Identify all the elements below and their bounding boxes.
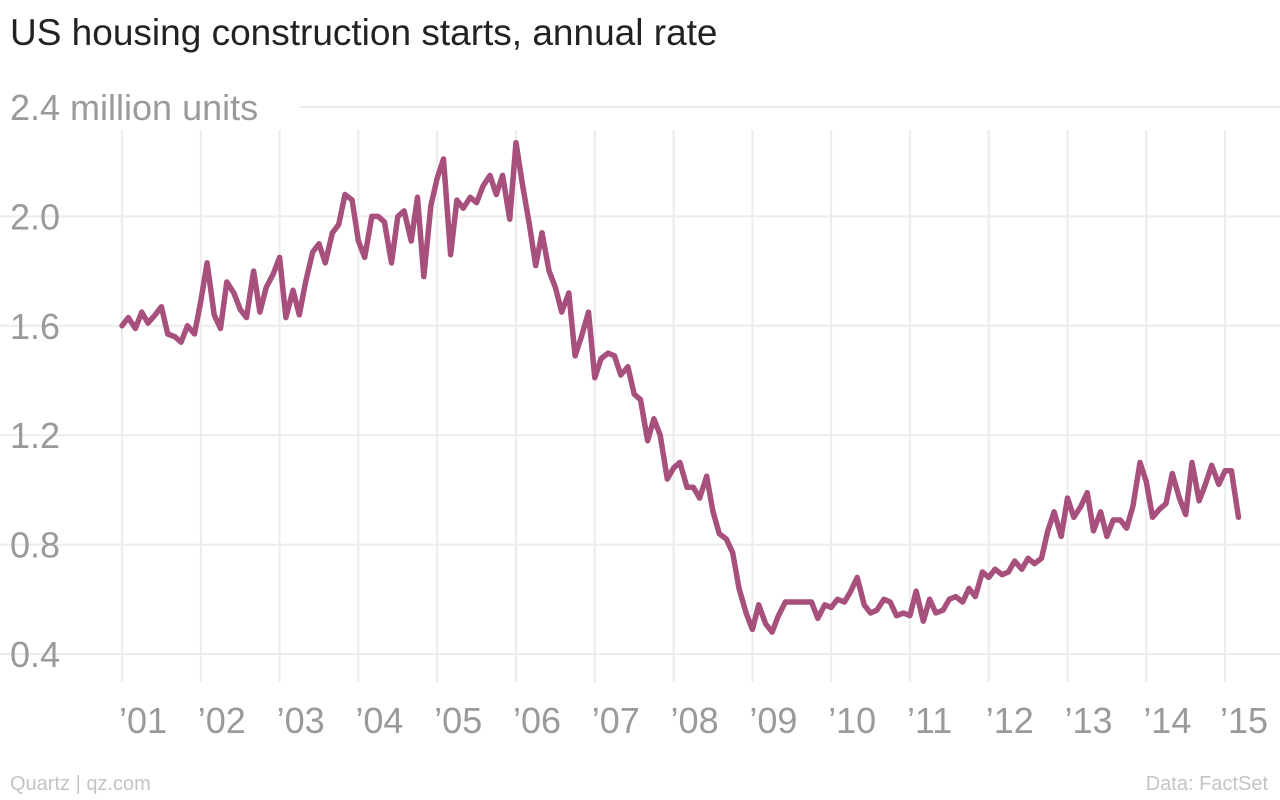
series-line xyxy=(119,139,1242,635)
y-tick-label: 0.4 xyxy=(10,634,60,675)
x-tick-label: ’15 xyxy=(1220,700,1268,741)
footer-source: Quartz | qz.com xyxy=(10,773,151,795)
y-tick-label: 2.4 million units xyxy=(10,87,258,128)
chart-title: US housing construction starts, annual r… xyxy=(10,12,718,53)
x-tick-label: ’07 xyxy=(592,700,640,741)
x-tick-label: ’09 xyxy=(749,700,797,741)
x-tick-label: ’03 xyxy=(277,700,325,741)
grid-layer xyxy=(0,106,1280,682)
y-tick-labels: 0.4 0.8 1.2 1.6 2.0 2.4 million units xyxy=(10,87,258,675)
x-tick-labels: ’01 ’02 ’03 ’04 ’05 ’06 ’07 ’08 ’09 ’10 ’11 ’12 ’13 ’… xyxy=(119,700,1268,741)
x-tick-label: ’12 xyxy=(986,700,1034,741)
x-tick-label: ’11 xyxy=(907,700,952,741)
x-tick-label: ’01 xyxy=(119,700,167,741)
x-tick-label: ’08 xyxy=(671,700,719,741)
x-tick-label: ’14 xyxy=(1143,700,1191,741)
chart-svg: 0.40.81.21.62.02.4 million units ’01’02’… xyxy=(0,87,1280,741)
x-tick-label: ’04 xyxy=(355,700,403,741)
y-tick-label: 2.0 xyxy=(10,196,60,237)
y-tick-label: 1.2 xyxy=(10,415,60,456)
x-tick-label: ’02 xyxy=(198,700,246,741)
x-tick-label: ’13 xyxy=(1065,700,1113,741)
x-tick-label: ’05 xyxy=(434,700,482,741)
x-tick-label: ’10 xyxy=(828,700,876,741)
footer-data-credit: Data: FactSet xyxy=(1145,773,1268,795)
series-layer xyxy=(119,139,1242,635)
x-tick-label: ’06 xyxy=(513,700,561,741)
y-tick-label: 0.8 xyxy=(10,525,60,566)
y-tick-label: 1.6 xyxy=(10,306,60,347)
